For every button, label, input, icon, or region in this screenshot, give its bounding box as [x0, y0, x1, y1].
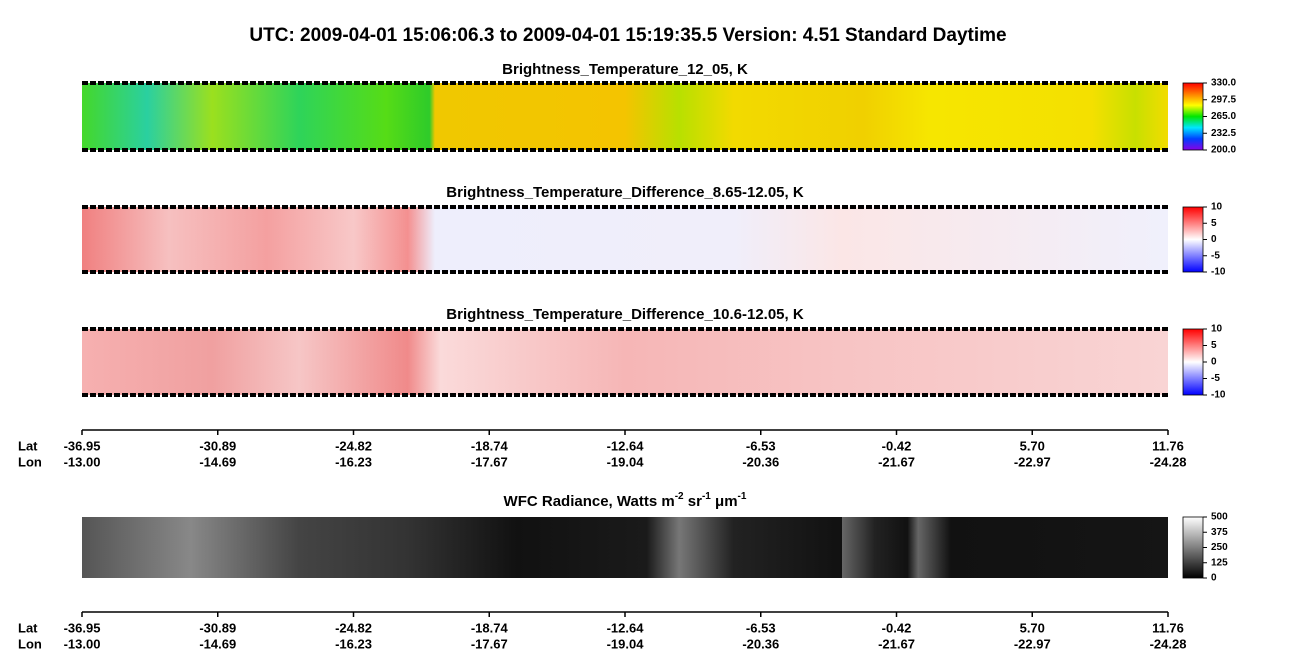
lat-label: -18.74 — [471, 620, 509, 635]
lon-label: -16.23 — [335, 636, 372, 651]
lon-label: -17.67 — [471, 636, 508, 651]
lat-label: -18.74 — [471, 438, 509, 453]
title-superscript: -2 — [675, 491, 684, 502]
lat-label: -0.42 — [882, 620, 912, 635]
colorbar-tick-label: 0 — [1211, 234, 1217, 245]
lat-label: 11.76 — [1152, 438, 1184, 453]
colorbar-tick-label: 5 — [1211, 218, 1217, 229]
lat-label: -6.53 — [746, 438, 776, 453]
panel-title: Brightness_Temperature_Difference_10.6-1… — [446, 306, 804, 323]
colorbar-tick-label: 265.0 — [1211, 111, 1236, 122]
colorbar-tick-label: 0 — [1211, 357, 1217, 368]
image-strip — [82, 517, 1168, 578]
colorbar-tick-label: -10 — [1211, 267, 1226, 278]
title-part: Brightness_Temperature_Difference_10.6-1… — [446, 306, 804, 323]
panel-title: Brightness_Temperature_12_05, K — [502, 61, 748, 78]
lon-label: -20.36 — [742, 454, 779, 469]
title-part: Brightness_Temperature_12_05, K — [502, 61, 748, 78]
title-part: μm — [711, 493, 738, 510]
colorbar-tick-label: 10 — [1211, 202, 1223, 213]
lon-label: -21.67 — [878, 636, 915, 651]
lon-label: -13.00 — [64, 454, 101, 469]
lon-label: -22.97 — [1014, 454, 1051, 469]
lat-label: 5.70 — [1020, 620, 1045, 635]
lat-label: -12.64 — [607, 438, 645, 453]
lat-label: -36.95 — [64, 438, 101, 453]
lon-label: -20.36 — [742, 636, 779, 651]
figure-title: UTC: 2009-04-01 15:06:06.3 to 2009-04-01… — [249, 25, 1006, 46]
colorbar-tick-label: 125 — [1211, 557, 1228, 568]
colorbar-tick-label: 0 — [1211, 573, 1217, 584]
colorbar-tick-label: 330.0 — [1211, 78, 1236, 89]
lon-label: -24.28 — [1150, 454, 1187, 469]
colorbar-tick-label: 5 — [1211, 340, 1217, 351]
lat-label: 5.70 — [1020, 438, 1045, 453]
title-superscript: -1 — [738, 491, 747, 502]
lat-label: 11.76 — [1152, 620, 1184, 635]
title-part: sr — [684, 493, 703, 510]
panel-title: Brightness_Temperature_Difference_8.65-1… — [446, 184, 804, 201]
colorbar-tick-label: 10 — [1211, 324, 1223, 335]
lat-label: -36.95 — [64, 620, 101, 635]
colorbar-tick-label: -10 — [1211, 390, 1226, 401]
axis-row-label: Lon — [18, 454, 42, 469]
colorbar — [1182, 206, 1204, 273]
colorbar-tick-label: -5 — [1211, 250, 1220, 261]
colorbar-tick-label: 200.0 — [1211, 145, 1236, 156]
colorbar-tick-label: 500 — [1211, 512, 1228, 523]
panel-title: WFC Radiance, Watts m-2 sr-1 μm-1 — [504, 491, 747, 510]
lon-label: -19.04 — [607, 454, 645, 469]
colorbar-tick-label: 250 — [1211, 542, 1228, 553]
lon-label: -21.67 — [878, 454, 915, 469]
lon-label: -13.00 — [64, 636, 101, 651]
colorbar-tick-label: 375 — [1211, 527, 1228, 538]
lat-label: -6.53 — [746, 620, 776, 635]
title-part: WFC Radiance, Watts m — [504, 493, 675, 510]
colorbar-tick-label: 297.5 — [1211, 94, 1236, 105]
lon-label: -14.69 — [199, 636, 236, 651]
image-strip — [82, 207, 1168, 272]
colorbar — [1182, 516, 1204, 579]
colorbar — [1182, 328, 1204, 396]
colorbar-tick-label: 232.5 — [1211, 128, 1236, 139]
image-strip — [82, 83, 1168, 150]
lon-label: -14.69 — [199, 454, 236, 469]
axis-row-label: Lon — [18, 636, 42, 651]
colorbar-tick-label: -5 — [1211, 373, 1220, 384]
lon-label: -16.23 — [335, 454, 372, 469]
lon-label: -22.97 — [1014, 636, 1051, 651]
lat-label: -12.64 — [607, 620, 645, 635]
axis-row-label: Lat — [18, 620, 38, 635]
lat-label: -30.89 — [199, 620, 236, 635]
colorbar — [1182, 82, 1204, 151]
lat-label: -24.82 — [335, 438, 372, 453]
image-strip — [82, 329, 1168, 395]
lon-label: -24.28 — [1150, 636, 1187, 651]
title-part: Brightness_Temperature_Difference_8.65-1… — [446, 184, 804, 201]
lon-label: -19.04 — [607, 636, 645, 651]
lon-label: -17.67 — [471, 454, 508, 469]
lat-label: -24.82 — [335, 620, 372, 635]
lat-label: -0.42 — [882, 438, 912, 453]
title-superscript: -1 — [702, 491, 711, 502]
lat-label: -30.89 — [199, 438, 236, 453]
axis-row-label: Lat — [18, 438, 38, 453]
